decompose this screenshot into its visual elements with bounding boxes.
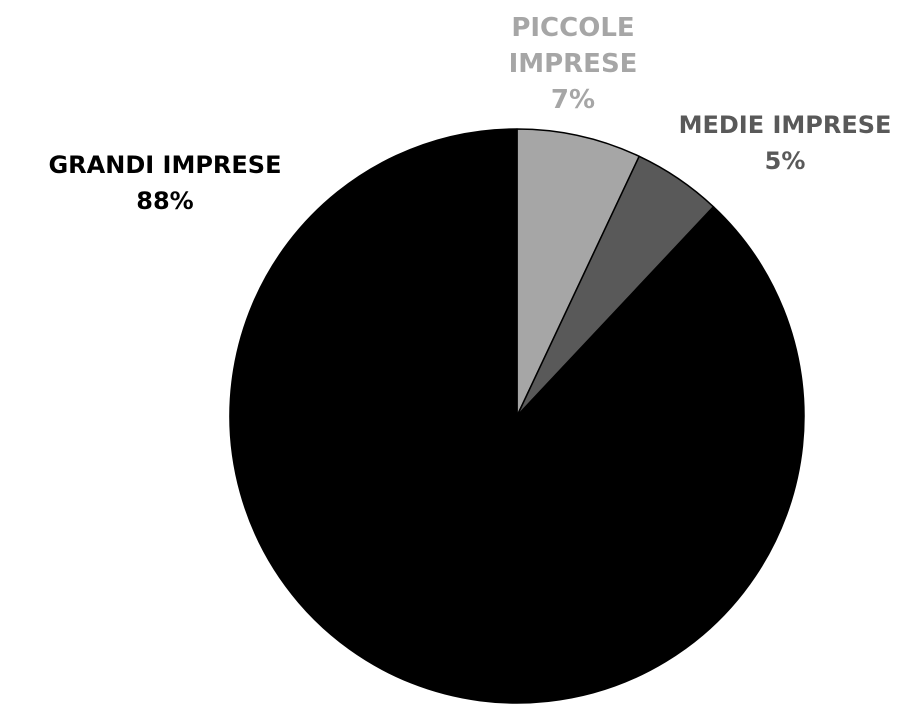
pie-slice-grandi-imprese: [229, 128, 805, 704]
data-label-piccole-imprese-name-line2: IMPRESE: [508, 49, 638, 79]
data-label-grandi-imprese-name: GRANDI IMPRESE: [48, 151, 282, 179]
data-label-medie-imprese-value: 5%: [764, 147, 806, 175]
pie-slice-piccole-imprese: [516, 128, 640, 417]
data-label-piccole-imprese-name-line1: PICCOLE: [511, 13, 635, 43]
data-label-grandi-imprese-value: 88%: [136, 187, 194, 215]
data-label-grandi-imprese: GRANDI IMPRESE 88%: [0, 147, 330, 219]
data-label-medie-imprese: MEDIE IMPRESE 5%: [650, 107, 920, 179]
data-label-medie-imprese-name: MEDIE IMPRESE: [678, 111, 892, 139]
data-label-piccole-imprese-value: 7%: [550, 85, 596, 115]
data-label-piccole-imprese: PICCOLE IMPRESE 7%: [478, 10, 668, 118]
